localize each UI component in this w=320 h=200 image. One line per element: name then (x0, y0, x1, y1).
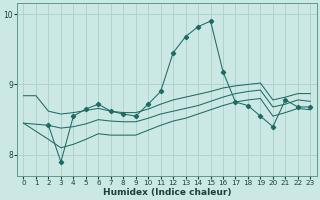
X-axis label: Humidex (Indice chaleur): Humidex (Indice chaleur) (103, 188, 231, 197)
